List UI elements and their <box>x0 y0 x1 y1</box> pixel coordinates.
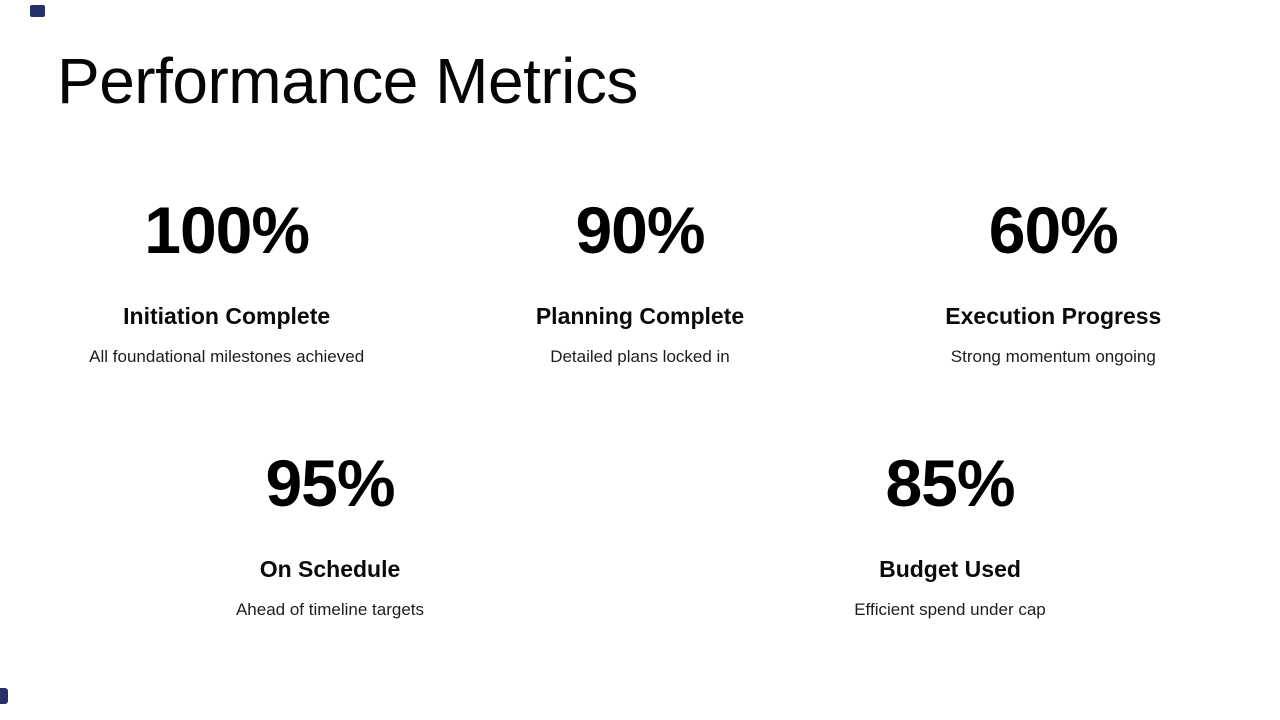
metric-description: All foundational milestones achieved <box>89 347 365 366</box>
page-title: Performance Metrics <box>57 45 638 117</box>
metrics-grid-row-2: 95% On Schedule Ahead of timeline target… <box>20 448 1260 621</box>
metric-value: 60% <box>988 193 1119 267</box>
metric-value: 85% <box>885 446 1015 520</box>
metric-description: Ahead of timeline targets <box>235 600 425 619</box>
metrics-grid-row-1: 100% Initiation Complete All foundationa… <box>20 195 1260 368</box>
metric-card-budget: 85% Budget Used Efficient spend under ca… <box>640 448 1260 621</box>
metric-card-execution: 60% Execution Progress Strong momentum o… <box>847 195 1260 368</box>
metric-description: Detailed plans locked in <box>550 347 730 366</box>
metric-label: On Schedule <box>259 556 401 582</box>
metric-label: Planning Complete <box>535 303 745 329</box>
metric-value: 100% <box>144 193 310 267</box>
metric-label: Execution Progress <box>945 303 1162 329</box>
metric-label: Budget Used <box>879 556 1021 582</box>
accent-shape-top-left <box>30 5 45 17</box>
metric-card-planning: 90% Planning Complete Detailed plans loc… <box>433 195 846 368</box>
metric-label: Initiation Complete <box>123 303 331 329</box>
metric-value: 90% <box>575 193 705 267</box>
metric-description: Strong momentum ongoing <box>950 347 1156 366</box>
accent-shape-bottom-left <box>0 688 8 704</box>
metric-description: Efficient spend under cap <box>854 600 1046 619</box>
metric-card-initiation: 100% Initiation Complete All foundationa… <box>20 195 433 368</box>
metric-value: 95% <box>265 446 395 520</box>
metric-card-schedule: 95% On Schedule Ahead of timeline target… <box>20 448 640 621</box>
